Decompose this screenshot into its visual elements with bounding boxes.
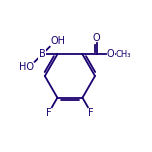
Text: F: F xyxy=(88,108,94,118)
Text: B: B xyxy=(39,49,46,59)
Text: OH: OH xyxy=(50,36,65,46)
Text: O: O xyxy=(107,49,114,59)
Text: HO: HO xyxy=(19,62,34,72)
Text: CH₃: CH₃ xyxy=(116,50,131,59)
Text: O: O xyxy=(92,33,100,43)
Text: F: F xyxy=(46,108,51,118)
